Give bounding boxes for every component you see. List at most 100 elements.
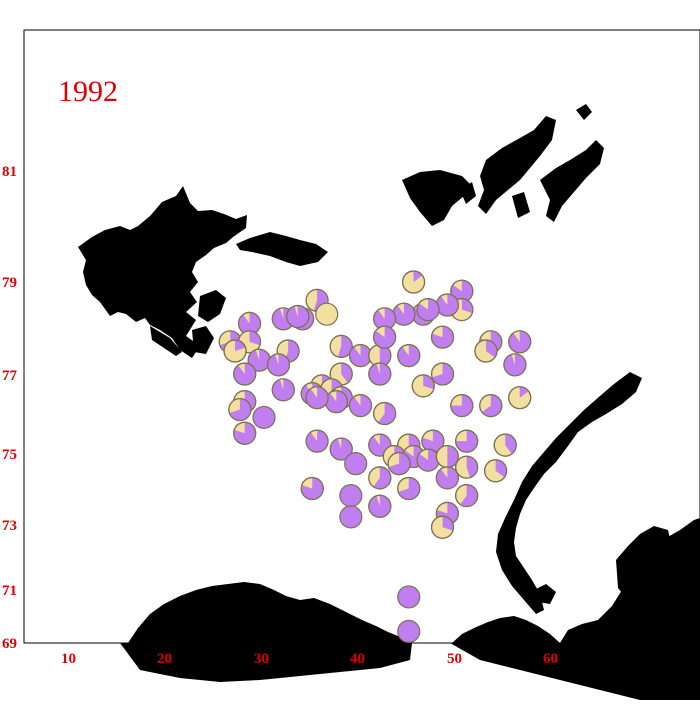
station-pie	[508, 386, 532, 410]
station-pie-outline	[373, 325, 397, 349]
station-pie	[411, 374, 435, 398]
station-pie-slice	[421, 430, 444, 453]
x-axis-ticks: 10 20 30 40 50 60	[61, 651, 558, 667]
y-tick-77: 77	[2, 368, 18, 384]
x-tick-20: 20	[157, 651, 172, 667]
y-tick-73: 73	[2, 518, 17, 534]
station-pie-slice	[397, 344, 420, 367]
station-pie	[339, 484, 363, 508]
station-pie-outline	[397, 344, 421, 368]
station-pie	[430, 362, 455, 386]
station-pie-slice	[460, 484, 478, 507]
kolguev-island	[534, 584, 556, 604]
station-pie	[339, 505, 363, 529]
station-pie-outline	[455, 429, 479, 453]
station-pie-outline	[228, 397, 252, 422]
station-pie-outline	[455, 455, 479, 479]
station-pie-outline	[503, 353, 527, 377]
station-pie-slice	[431, 326, 454, 349]
station-pie-slice	[248, 349, 271, 372]
station-pie	[421, 429, 445, 453]
barentsoya	[198, 290, 226, 322]
station-pie-slice	[392, 303, 415, 326]
station-pie	[315, 302, 339, 326]
station-pie-base	[397, 585, 421, 609]
station-pie	[373, 325, 397, 349]
station-pie	[435, 293, 459, 317]
station-pie-outline	[493, 433, 517, 457]
x-tick-60: 60	[543, 651, 558, 667]
station-pie-outline	[266, 353, 291, 377]
station-pie-slice	[306, 430, 329, 453]
station-pie-outline	[430, 515, 455, 539]
station-pie-outline	[233, 362, 257, 386]
station-pie-outline	[474, 339, 498, 363]
station-pie	[503, 353, 527, 377]
station-pie	[430, 325, 455, 349]
station-pie-outline	[430, 325, 455, 349]
station-pie-outline	[368, 433, 392, 457]
station-pie-outline	[305, 386, 329, 410]
station-pie-slice	[341, 363, 353, 383]
yamal-peninsula	[616, 526, 672, 600]
x-tick-10: 10	[61, 651, 76, 667]
station-pie-slice	[337, 335, 353, 358]
station-pie-slice	[455, 430, 478, 453]
station-pie-slice	[436, 294, 459, 317]
edgeoya	[192, 326, 214, 354]
station-pie	[368, 466, 392, 490]
station-pie	[368, 494, 392, 518]
station-pie-slice	[267, 353, 290, 376]
station-pie	[450, 279, 474, 303]
station-pie	[392, 302, 416, 326]
station-pie	[493, 433, 517, 457]
station-markers	[218, 270, 532, 644]
station-pie-outline	[305, 429, 329, 453]
station-pie-outline	[450, 394, 474, 418]
year-label: 1992	[58, 75, 118, 108]
station-pie-outline	[368, 466, 392, 490]
station-pie	[233, 421, 257, 445]
station-pie-outline	[455, 484, 479, 508]
station-pie	[305, 386, 329, 410]
y-tick-71: 71	[2, 583, 17, 599]
station-pie	[344, 452, 368, 476]
station-pie-slice	[235, 340, 246, 351]
station-pie	[416, 298, 440, 322]
station-pie-outline	[508, 330, 532, 354]
station-pie-base	[339, 505, 363, 529]
franz-josef-land-islet-3	[512, 192, 530, 218]
station-pie	[416, 448, 440, 472]
franz-josef-land-west	[402, 170, 472, 226]
station-pie-outline	[368, 362, 392, 386]
station-pie-slice	[398, 477, 420, 500]
land-masses	[78, 104, 700, 700]
station-pie-base	[397, 619, 421, 644]
station-pie	[373, 401, 397, 426]
station-pie-base	[252, 405, 276, 430]
franz-josef-land-center	[478, 116, 556, 214]
station-pie-outline	[348, 394, 373, 418]
station-pie-outline	[368, 494, 392, 518]
station-pie-slice	[349, 394, 372, 417]
novaya-zemlya	[496, 372, 642, 614]
station-pie-slice	[388, 452, 411, 475]
svalbard-east-island	[236, 232, 328, 266]
station-pie-outline	[271, 378, 295, 402]
coastline-below-axis-east	[450, 643, 700, 700]
station-pie	[479, 394, 503, 418]
y-tick-75: 75	[2, 447, 17, 463]
station-pie	[474, 339, 498, 363]
station-pie	[247, 348, 271, 372]
station-pie-slice	[233, 363, 256, 386]
station-pie-slice	[432, 363, 454, 385]
y-tick-69: 69	[2, 636, 17, 652]
station-pie-slice	[508, 330, 531, 353]
station-pie	[455, 429, 479, 453]
y-axis-ticks: 81 79 77 75 73 71 69	[2, 164, 18, 652]
station-pie-slice	[503, 353, 526, 376]
station-pie-outline	[373, 401, 397, 426]
station-pie	[228, 397, 252, 422]
station-pie	[373, 307, 397, 331]
station-pie	[484, 459, 508, 483]
